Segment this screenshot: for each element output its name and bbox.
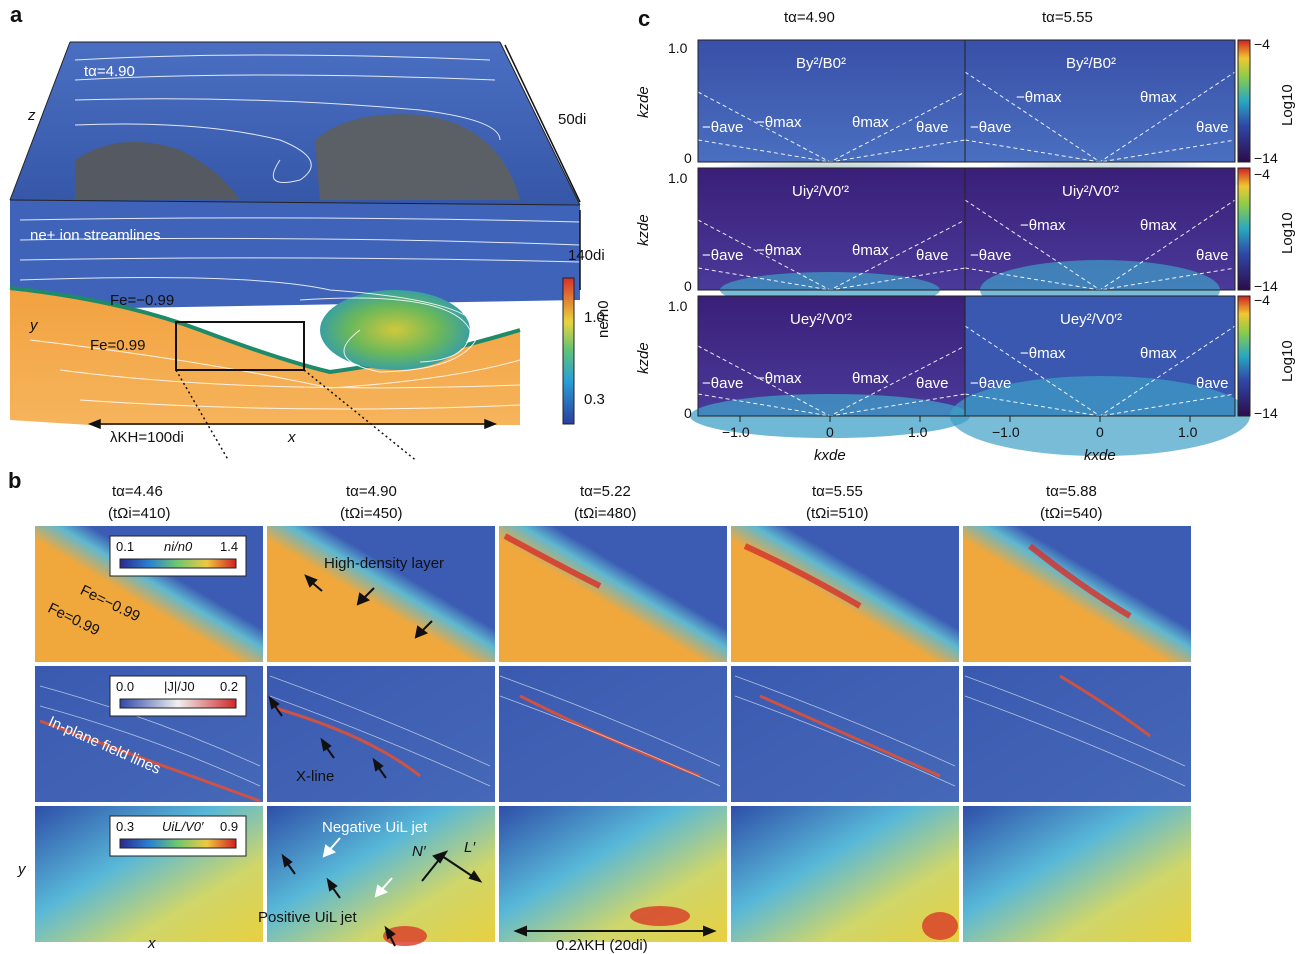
panel-c-x-axis-label-left: kxde bbox=[814, 448, 846, 463]
panel-b-row3-n-prime: N′ bbox=[412, 844, 426, 859]
panel-c-r1l-pos-ave: θave bbox=[916, 120, 949, 135]
panel-c-xtick-l1: −1.0 bbox=[722, 424, 750, 440]
panel-b-row3-cb-max: 0.9 bbox=[220, 820, 238, 833]
panel-b-scale-label: 0.2λKH (20di) bbox=[556, 938, 648, 953]
panel-c-r1l-pos-max: θmax bbox=[852, 115, 889, 130]
panel-c-r1l-neg-ave: −θave bbox=[702, 120, 743, 135]
panel-c-cb1-min: −14 bbox=[1254, 150, 1278, 166]
panel-c-xtick-r2: 0 bbox=[1096, 424, 1104, 440]
panel-c-xtick-l3: 1.0 bbox=[908, 424, 927, 440]
panel-c-xtick-r3: 1.0 bbox=[1178, 424, 1197, 440]
panel-c-y-axis-label-3: kzde bbox=[636, 342, 651, 374]
panel-c-r3l-pos-max: θmax bbox=[852, 371, 889, 386]
panel-a-height-label: 140di bbox=[568, 248, 605, 263]
panel-c-r2r-pos-max: θmax bbox=[1140, 218, 1177, 233]
panel-b-row3-positive-jet-label: Positive UiL jet bbox=[258, 910, 357, 925]
panel-c-r3l-neg-max: −θmax bbox=[756, 371, 801, 386]
panel-c-r2-ytick-zero: 0 bbox=[684, 278, 692, 294]
panel-b-row3-cb-label: UiL/V0′ bbox=[162, 820, 203, 833]
panel-b-row2-cb-min: 0.0 bbox=[116, 680, 134, 693]
panel-c-row2-title-left: Uiy²/V0′² bbox=[792, 184, 849, 199]
panel-c-x-axis-label-right: kxde bbox=[1084, 448, 1116, 463]
panel-a-colorbar-label: ne/n0 bbox=[596, 300, 611, 338]
panel-c-r1r-pos-ave: θave bbox=[1196, 120, 1229, 135]
panel-c-r2l-pos-max: θmax bbox=[852, 243, 889, 258]
panel-b-row1-cb-max: 1.4 bbox=[220, 540, 238, 553]
panel-a-streamlines-label: ne+ ion streamlines bbox=[30, 228, 161, 243]
panel-c-r3l-pos-ave: θave bbox=[916, 376, 949, 391]
panel-c-r3r-neg-max: −θmax bbox=[1020, 346, 1065, 361]
panel-c-r2l-neg-ave: −θave bbox=[702, 248, 743, 263]
panel-c-r1l-neg-max: −θmax bbox=[756, 115, 801, 130]
panel-c-r1-ytick-zero: 0 bbox=[684, 150, 692, 166]
panel-c-r3l-neg-ave: −θave bbox=[702, 376, 743, 391]
panel-b-row1-cb-min: 0.1 bbox=[116, 540, 134, 553]
panel-c-cb2-max: −4 bbox=[1254, 166, 1270, 182]
panel-a-wavelength-label: λKH=100di bbox=[110, 430, 184, 445]
panel-c-r3r-neg-ave: −θave bbox=[970, 376, 1011, 391]
panel-c-row3-title-left: Uey²/V0′² bbox=[790, 312, 852, 327]
panel-c-r2r-neg-max: −θmax bbox=[1020, 218, 1065, 233]
panel-b-fields bbox=[0, 476, 1306, 954]
panel-c-r1-ytick-top: 1.0 bbox=[668, 40, 687, 56]
panel-b-row2-xline-label: X-line bbox=[296, 769, 334, 784]
panel-b-y-axis-label: y bbox=[18, 862, 26, 877]
panel-a-depth-label: 50di bbox=[558, 112, 586, 127]
panel-c-cb3-label: Log10 bbox=[1280, 340, 1295, 382]
panel-a: tα=4.90 z y x ne+ ion streamlines Fe=−0.… bbox=[0, 0, 620, 460]
panel-c-r3-ytick-top: 1.0 bbox=[668, 298, 687, 314]
panel-c-xtick-r1: −1.0 bbox=[992, 424, 1020, 440]
panel-c-row3-title-right: Uey²/V0′² bbox=[1060, 312, 1122, 327]
panel-b-row2-cb-max: 0.2 bbox=[220, 680, 238, 693]
panel-c-cb3-min: −14 bbox=[1254, 405, 1278, 421]
panel-c-r2l-pos-ave: θave bbox=[916, 248, 949, 263]
panel-c: tα=4.90 tα=5.55 bbox=[630, 0, 1306, 470]
panel-a-y-axis-label: y bbox=[30, 318, 38, 333]
panel-c-spectra bbox=[630, 0, 1306, 470]
panel-c-row2-title-right: Uiy²/V0′² bbox=[1062, 184, 1119, 199]
panel-c-row1-title-right: By²/B0² bbox=[1066, 56, 1116, 71]
panel-c-r2r-pos-ave: θave bbox=[1196, 248, 1229, 263]
panel-c-cb2-label: Log10 bbox=[1280, 212, 1295, 254]
panel-b-row3-negative-jet-label: Negative UiL jet bbox=[322, 820, 427, 835]
panel-b-row3-l-prime: L′ bbox=[464, 840, 475, 855]
panel-a-fe-negative-label: Fe=−0.99 bbox=[110, 293, 174, 308]
panel-c-r2l-neg-max: −θmax bbox=[756, 243, 801, 258]
panel-a-colorbar-tick-low: 0.3 bbox=[584, 392, 605, 407]
panel-c-r1r-neg-max: −θmax bbox=[1016, 90, 1061, 105]
panel-a-fe-positive-label: Fe=0.99 bbox=[90, 338, 145, 353]
panel-c-r3-ytick-zero: 0 bbox=[684, 405, 692, 421]
panel-b: tα=4.46 (tΩi=410) tα=4.90 (tΩi=450) tα=5… bbox=[0, 476, 1306, 954]
panel-b-row2-cb-label: |J|/J0 bbox=[164, 680, 195, 693]
panel-c-y-axis-label-2: kzde bbox=[636, 214, 651, 246]
panel-c-r1r-pos-max: θmax bbox=[1140, 90, 1177, 105]
panel-a-x-axis-label: x bbox=[288, 430, 296, 445]
panel-c-r2r-neg-ave: −θave bbox=[970, 248, 1011, 263]
panel-b-row1-cb-label: ni/n0 bbox=[164, 540, 192, 553]
panel-b-row3-cb-min: 0.3 bbox=[116, 820, 134, 833]
panel-c-cb3-max: −4 bbox=[1254, 292, 1270, 308]
panel-a-time-label: tα=4.90 bbox=[84, 64, 135, 79]
panel-b-row1-high-density-label: High-density layer bbox=[324, 556, 444, 571]
panel-b-x-axis-label: x bbox=[148, 936, 156, 951]
panel-c-r3r-pos-max: θmax bbox=[1140, 346, 1177, 361]
panel-c-r1r-neg-ave: −θave bbox=[970, 120, 1011, 135]
panel-c-y-axis-label-1: kzde bbox=[636, 86, 651, 118]
panel-c-cb1-label: Log10 bbox=[1280, 84, 1295, 126]
panel-c-r3r-pos-ave: θave bbox=[1196, 376, 1229, 391]
panel-c-row1-title-left: By²/B0² bbox=[796, 56, 846, 71]
panel-a-z-axis-label: z bbox=[28, 108, 36, 123]
panel-c-cb1-max: −4 bbox=[1254, 36, 1270, 52]
panel-c-r2-ytick-top: 1.0 bbox=[668, 170, 687, 186]
panel-c-xtick-l2: 0 bbox=[826, 424, 834, 440]
